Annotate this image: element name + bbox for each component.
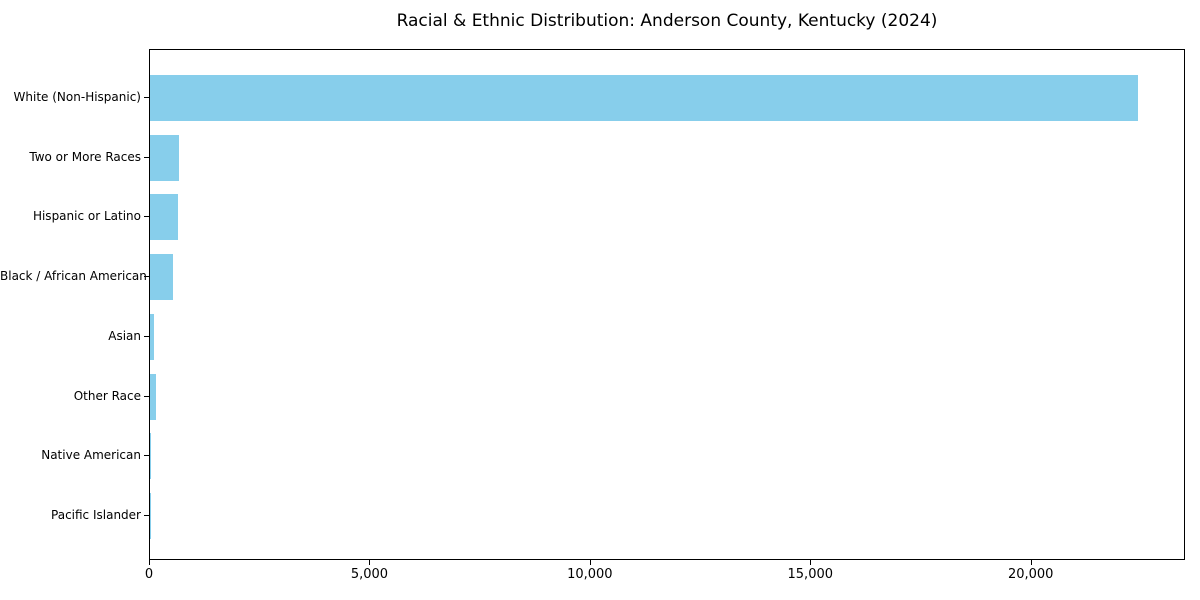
- x-tick-label: 5,000: [350, 567, 389, 582]
- x-tick-label: 15,000: [787, 567, 834, 582]
- bar-white-non-hispanic: [150, 75, 1138, 121]
- x-tick-label: 10,000: [567, 567, 613, 582]
- plot-area: [149, 49, 1185, 560]
- x-tick-mark: [1030, 560, 1032, 565]
- y-tick-label: Two or More Races: [29, 149, 141, 164]
- y-tick-label: White (Non-Hispanic): [13, 90, 141, 104]
- chart-title: Racial & Ethnic Distribution: Anderson C…: [396, 11, 938, 31]
- y-tick-label: Other Race: [73, 388, 141, 403]
- x-tick-mark: [589, 560, 591, 565]
- x-tick-mark: [149, 560, 150, 565]
- y-tick-label: Native American: [41, 448, 141, 463]
- y-tick-label: Black / African American: [0, 269, 147, 284]
- y-tick-mark: [144, 276, 149, 278]
- y-tick-mark: [144, 395, 149, 397]
- y-tick-label: Pacific Islander: [51, 507, 141, 522]
- y-tick-label: Hispanic or Latino: [32, 209, 141, 224]
- y-tick-mark: [144, 455, 149, 457]
- bar-black-african-american: [150, 254, 173, 301]
- bar-hispanic-or-latino: [150, 194, 179, 241]
- x-tick-label: 20,000: [1007, 567, 1054, 582]
- y-tick-mark: [144, 156, 149, 158]
- bar-native-american: [150, 433, 151, 480]
- x-tick-label: 0: [144, 567, 154, 582]
- y-tick-label: Asian: [108, 328, 141, 343]
- x-tick-mark: [810, 560, 812, 565]
- bar-other-race: [150, 373, 156, 420]
- x-tick-mark: [369, 560, 371, 565]
- bar-two-or-more-races: [150, 134, 180, 181]
- y-tick-mark: [144, 97, 149, 98]
- y-tick-mark: [144, 216, 149, 218]
- y-tick-mark: [144, 514, 149, 516]
- y-tick-mark: [144, 335, 149, 337]
- bar-asian: [150, 313, 155, 360]
